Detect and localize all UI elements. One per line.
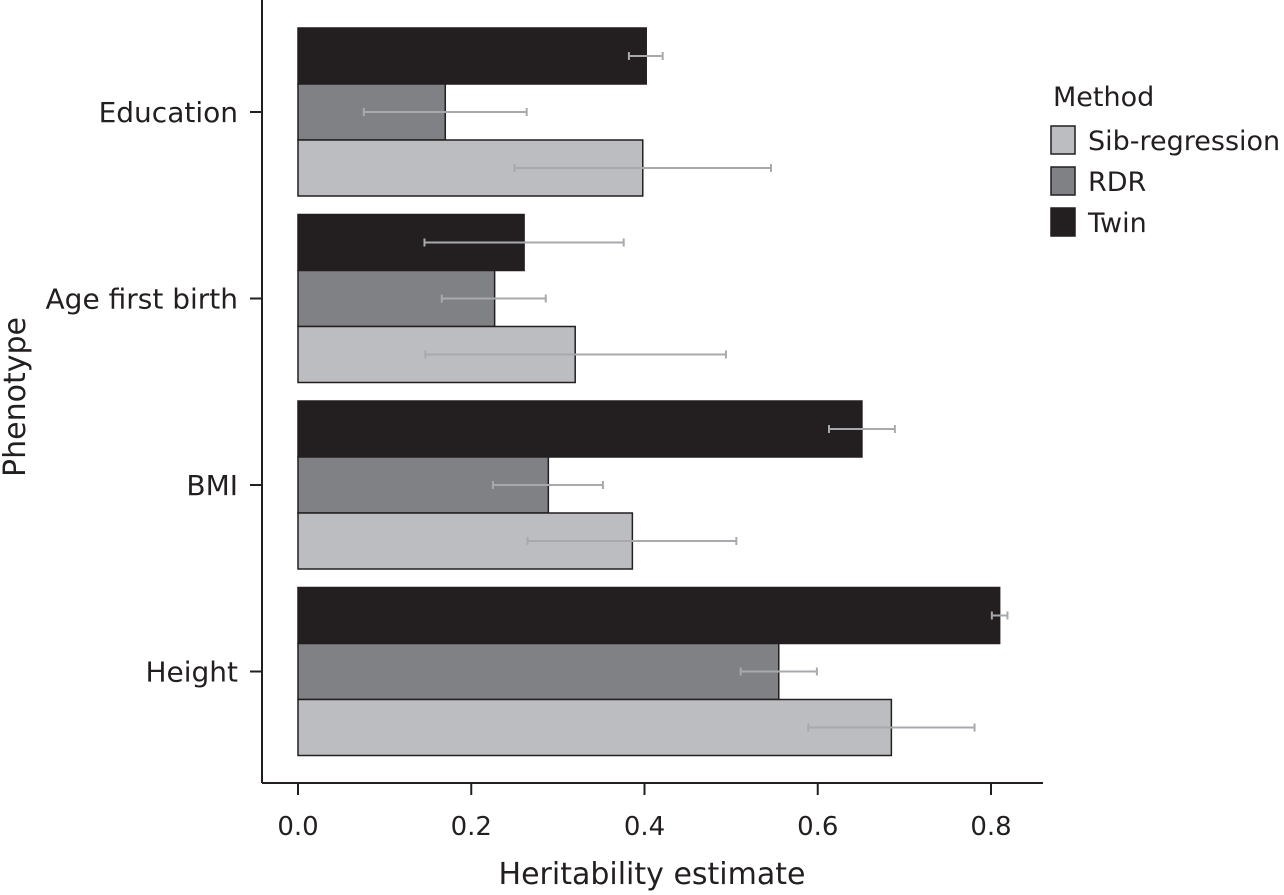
bar-height-rdr — [297, 642, 780, 701]
error-bar-height-rdr — [739, 667, 818, 676]
error-bar-age-first-birth-twin — [423, 238, 625, 247]
legend-title: Method — [1053, 82, 1154, 113]
x-tick-label-0: 0.0 — [277, 812, 318, 842]
error-bar-education-sib-regression — [513, 164, 772, 172]
error-bar-age-first-birth-rdr — [440, 294, 547, 303]
y-tick-label-age-first-birth: Age first birth — [46, 283, 238, 316]
y-axis-title: Phenotype — [0, 317, 33, 477]
error-bar-education-rdr — [362, 108, 528, 116]
error-bars-layer — [362, 52, 1009, 732]
x-tick-label-1: 0.2 — [451, 812, 492, 842]
legend-label-rdr: RDR — [1088, 167, 1146, 198]
bar-height-twin — [297, 586, 1001, 645]
legend-swatch-rdr — [1050, 166, 1076, 196]
legend-label-twin: Twin — [1087, 208, 1147, 239]
error-bar-bmi-rdr — [491, 481, 604, 489]
x-tick-label-4: 0.8 — [970, 812, 1011, 842]
bars-layer — [297, 27, 1001, 757]
error-bar-bmi-sib-regression — [526, 537, 738, 545]
error-bar-age-first-birth-sib-regression — [424, 350, 727, 359]
x-tick-label-3: 0.6 — [797, 812, 838, 842]
y-tick-label-bmi: BMI — [186, 469, 238, 502]
legend: Method Sib-regression RDR Twin — [1050, 82, 1280, 239]
legend-swatch-sib-regression — [1050, 125, 1076, 155]
axes-layer: Education Age first birth BMI Height 0.0 0.2 0… — [46, 0, 1043, 842]
y-tick-label-education: Education — [99, 96, 238, 129]
bar-height-sib-regression — [297, 698, 893, 757]
error-bar-height-twin — [990, 611, 1009, 620]
bar-education-twin — [297, 27, 647, 85]
x-tick-label-2: 0.4 — [624, 812, 665, 842]
error-bar-bmi-twin — [828, 425, 896, 433]
x-axis-title: Heritability estimate — [499, 857, 806, 892]
error-bar-education-twin — [627, 52, 664, 60]
legend-label-sib-regression: Sib-regression — [1088, 126, 1280, 157]
bar-bmi-twin — [297, 400, 863, 458]
legend-swatch-twin — [1050, 207, 1076, 237]
error-bar-height-sib-regression — [807, 723, 976, 732]
y-tick-label-height: Height — [145, 656, 238, 689]
